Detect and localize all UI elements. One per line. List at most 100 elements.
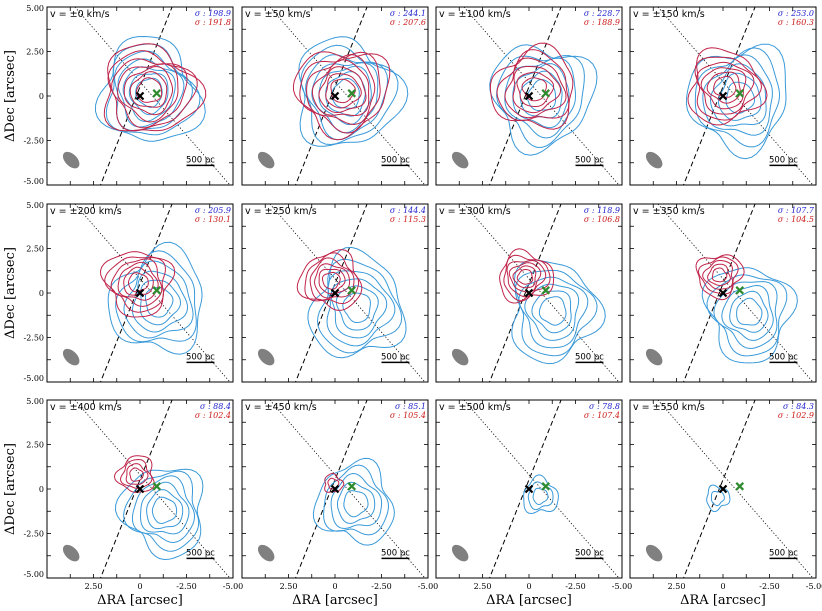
nucleus-black-marker: [524, 288, 534, 298]
blue-contour: [721, 284, 774, 341]
blue-contour: [342, 292, 371, 323]
blue-contour: [146, 489, 184, 530]
blue-contour: [122, 66, 176, 123]
blue-contour: [337, 481, 376, 524]
jet-axis-line: [294, 7, 368, 185]
velocity-label: v = ±100 km/s: [439, 9, 511, 20]
scale-bar-label: 500 pc: [186, 155, 215, 165]
velocity-label: v = ±500 km/s: [439, 402, 511, 413]
x-axis-label: ΔRA [arcsec]: [97, 593, 183, 608]
nucleus-green-marker: [152, 89, 162, 98]
red-contour: [516, 71, 555, 107]
beam-ellipse: [645, 348, 663, 366]
nucleus-green-marker: [735, 482, 745, 491]
sigma-blue-label: σ : 107.7: [778, 206, 815, 215]
red-contour: [508, 262, 542, 293]
blue-contour: [316, 258, 403, 354]
x-tick-label: -5.00: [223, 582, 244, 591]
blue-contour: [523, 474, 559, 515]
sigma-red-label: σ : 191.8: [195, 18, 231, 27]
velocity-label: v = ±200 km/s: [50, 206, 122, 217]
y-tick-label: -2.50: [23, 334, 44, 343]
red-contour: [711, 267, 728, 283]
red-contour: [296, 249, 363, 311]
y-tick-label: -5.00: [23, 570, 44, 579]
velocity-label: v = ±250 km/s: [245, 206, 317, 217]
nucleus-black-marker: [718, 484, 728, 494]
panel-1: 500 pc v = ±0 km/s σ : 198.9σ : 191.8 5.00 2…: [23, 4, 234, 186]
nucleus-black-marker: [330, 91, 340, 101]
scale-bar-label: 500 pc: [381, 352, 410, 362]
x-tick-label: -2.50: [759, 582, 780, 591]
sigma-red-label: σ : 102.4: [195, 411, 231, 420]
sigma-red-label: σ : 160.3: [778, 18, 814, 27]
scale-bar-label: 500 pc: [769, 548, 798, 558]
red-contour: [521, 77, 547, 102]
blue-contour: [330, 472, 383, 530]
velocity-label: v = ±350 km/s: [633, 206, 705, 217]
y-tick-label: 2.50: [26, 441, 44, 450]
red-contour: [313, 263, 351, 299]
blue-contour: [128, 73, 169, 116]
nucleus-green-marker: [541, 286, 551, 295]
red-contour: [110, 258, 163, 307]
beam-ellipse: [257, 151, 275, 169]
velocity-label: v = ±50 km/s: [245, 9, 311, 20]
red-contour: [322, 271, 341, 290]
velocity-label: v = ±300 km/s: [439, 206, 511, 217]
y-axis-label: ΔDec [arcsec]: [3, 50, 18, 142]
sigma-blue-label: σ : 205.9: [195, 206, 231, 215]
red-contour: [707, 263, 731, 286]
red-contour: [125, 463, 149, 485]
blue-contour: [107, 241, 203, 355]
sigma-blue-label: σ : 198.9: [195, 9, 231, 18]
sigma-red-label: σ : 105.4: [390, 411, 426, 420]
x-tick-label: 2.50: [668, 582, 686, 591]
x-tick-label: -5.00: [806, 582, 822, 591]
sigma-red-label: σ : 207.6: [390, 18, 426, 27]
beam-ellipse: [451, 348, 469, 366]
nucleus-green-marker: [347, 286, 357, 295]
nucleus-black-marker: [135, 288, 145, 298]
x-tick-label: -2.50: [565, 582, 586, 591]
red-contour: [696, 61, 755, 115]
scale-bar-label: 500 pc: [575, 155, 604, 165]
blue-contour: [335, 285, 379, 331]
x-tick-label: -2.50: [176, 582, 197, 591]
y-tick-label: 0: [39, 485, 44, 494]
red-contour: [516, 269, 534, 285]
red-contour: [330, 78, 356, 104]
blue-contour: [151, 496, 178, 525]
blue-contour: [701, 267, 798, 364]
blue-contour: [123, 470, 200, 552]
blue-contour: [135, 77, 163, 108]
blue-contour: [496, 55, 585, 148]
red-contour: [697, 256, 739, 295]
blue-contour: [706, 274, 788, 357]
panel-8: 500 pc v = ±350 km/s σ : 107.7σ : 104.5: [629, 203, 817, 383]
red-contour: [687, 47, 768, 126]
nucleus-black-marker: [718, 91, 728, 101]
y-tick-label: 0: [39, 92, 44, 101]
panel-5: 500 pc v = ±200 km/s σ : 205.9σ : 130.1 5.0…: [23, 201, 234, 383]
sigma-red-label: σ : 130.1: [195, 215, 231, 224]
blue-contour: [538, 296, 567, 326]
red-contour: [700, 67, 747, 110]
sigma-blue-label: σ : 78.8: [589, 402, 620, 411]
nucleus-green-marker: [152, 482, 162, 491]
velocity-label: v = ±400 km/s: [50, 402, 122, 413]
y-tick-label: -2.50: [23, 530, 44, 539]
x-tick-label: 2.50: [474, 582, 492, 591]
red-contour: [706, 71, 741, 104]
blue-contour: [702, 54, 773, 136]
red-contour: [512, 265, 537, 289]
beam-ellipse: [62, 151, 80, 169]
scale-bar-label: 500 pc: [381, 155, 410, 165]
y-axis-label: ΔDec [arcsec]: [3, 443, 18, 535]
blue-contour: [139, 279, 182, 326]
velocity-label: v = ±550 km/s: [633, 402, 705, 413]
scale-bar-label: 500 pc: [769, 352, 798, 362]
blue-contour: [312, 457, 395, 546]
y-tick-label: 5.00: [26, 201, 44, 210]
